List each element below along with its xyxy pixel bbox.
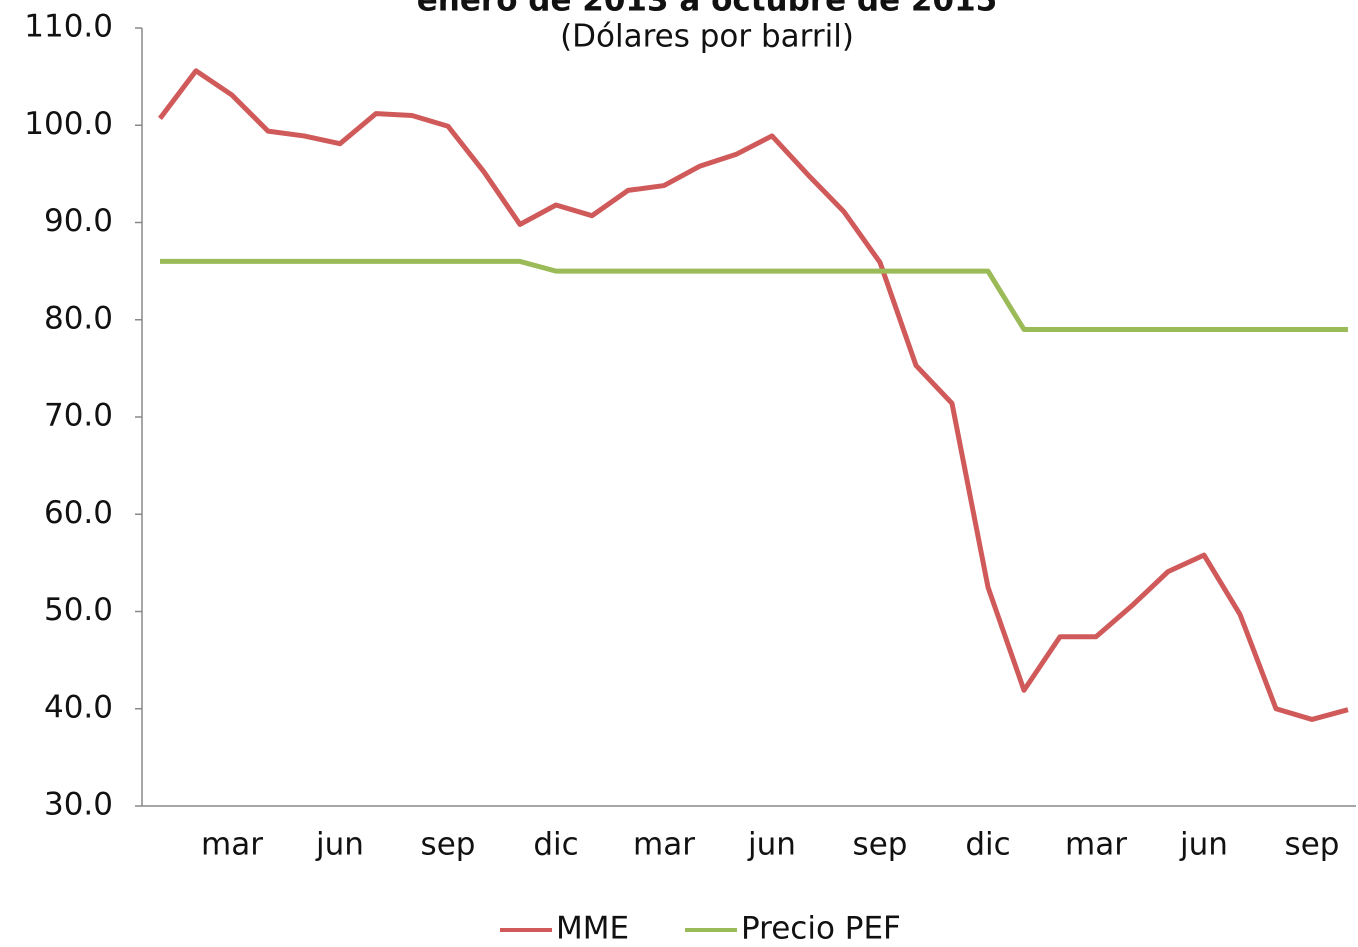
x-tick-label: sep bbox=[853, 827, 908, 863]
legend-label: Precio PEF bbox=[741, 911, 901, 947]
legend-label: MME bbox=[556, 911, 629, 947]
x-tick-label: mar bbox=[633, 827, 695, 863]
series-line bbox=[160, 258, 1348, 332]
y-tick-label: 110.0 bbox=[24, 9, 113, 45]
y-tick-label: 90.0 bbox=[44, 203, 113, 239]
y-tick-label: 30.0 bbox=[44, 787, 113, 823]
x-tick-label: jun bbox=[747, 827, 796, 863]
y-tick-label: 80.0 bbox=[44, 300, 113, 336]
y-tick-label: 50.0 bbox=[44, 592, 113, 628]
y-tick-label: 70.0 bbox=[44, 398, 113, 434]
x-tick-label: sep bbox=[421, 827, 476, 863]
y-tick-label: 60.0 bbox=[44, 495, 113, 531]
x-tick-label: mar bbox=[201, 827, 263, 863]
x-tick-label: sep bbox=[1285, 827, 1340, 863]
series-line bbox=[158, 68, 1349, 722]
x-tick-label: dic bbox=[965, 827, 1010, 863]
x-tick-label: mar bbox=[1065, 827, 1127, 863]
chart-title: enero de 2013 a octubre de 2015 bbox=[417, 0, 997, 19]
x-tick-label: jun bbox=[1179, 827, 1228, 863]
x-tick-label: jun bbox=[315, 827, 364, 863]
y-tick-label: 40.0 bbox=[44, 689, 113, 725]
chart-subtitle: (Dólares por barril) bbox=[560, 19, 854, 55]
y-tick-label: 100.0 bbox=[24, 106, 113, 142]
x-tick-label: dic bbox=[533, 827, 578, 863]
